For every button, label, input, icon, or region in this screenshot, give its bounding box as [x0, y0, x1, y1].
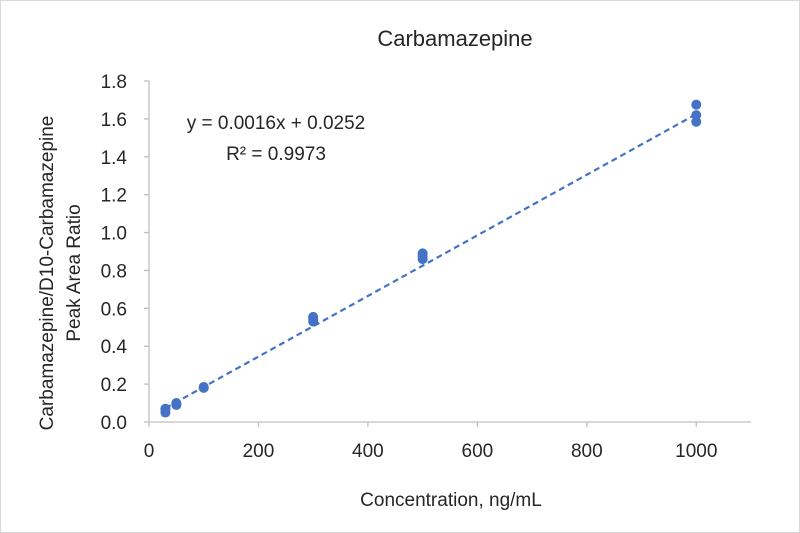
y-tick-label: 0.4: [101, 337, 128, 358]
trendline-equation: y = 0.0016x + 0.0252: [187, 113, 366, 134]
trendline-layer: [164, 113, 697, 410]
data-point: [691, 110, 702, 121]
y-tick-label: 0.6: [101, 299, 127, 320]
y-axis-label-line-1: Carbamazepine/D10-Carbamazepine: [37, 116, 58, 431]
y-tick-label: 0.0: [101, 413, 127, 434]
x-tick-label: 200: [243, 441, 275, 462]
trendline: [164, 113, 697, 410]
data-point: [691, 99, 702, 110]
y-tick-label: 1.6: [101, 110, 127, 131]
x-tick-label: 800: [571, 441, 603, 462]
chart-title: Carbamazepine: [377, 26, 532, 51]
y-tick-label: 1.8: [101, 72, 127, 93]
y-tick-label: 0.8: [101, 261, 127, 282]
axes: [148, 81, 751, 423]
data-point: [308, 311, 319, 322]
x-tick-label: 600: [462, 441, 494, 462]
y-axis-label-line-2: Peak Area Ratio: [64, 204, 85, 341]
x-tick-labels: 0 200 400 600 800 1000: [144, 422, 717, 462]
x-tick-label: 1000: [675, 441, 717, 462]
y-tick-label: 1.2: [101, 186, 127, 207]
x-axis-label: Concentration, ng/mL: [360, 490, 542, 511]
data-points: [160, 99, 702, 418]
x-tick-label: 400: [352, 441, 384, 462]
trendline-r-squared: R² = 0.9973: [226, 144, 326, 165]
data-point: [160, 403, 171, 414]
data-point: [171, 398, 182, 409]
y-tick-label: 1.0: [101, 224, 127, 245]
y-tick-labels: 0.0 0.2 0.4 0.6 0.8 1.0 1.2 1.4 1.6 1.8: [101, 72, 149, 434]
y-axis-label: Carbamazepine/D10-Carbamazepine Peak Are…: [37, 116, 85, 431]
y-tick-label: 0.2: [101, 375, 127, 396]
data-point: [198, 381, 209, 392]
x-tick-label: 0: [144, 441, 155, 462]
data-point: [417, 248, 428, 259]
y-tick-label: 1.4: [101, 148, 128, 169]
